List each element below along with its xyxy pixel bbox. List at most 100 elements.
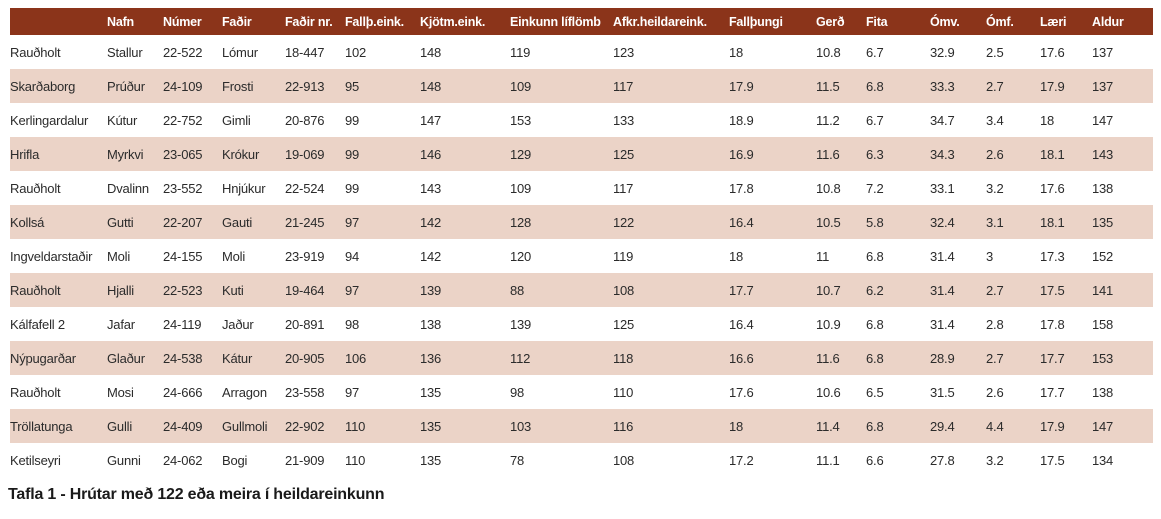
table-cell: 10.7 [816, 273, 866, 307]
table-cell: 6.8 [866, 307, 930, 341]
table-cell: 31.4 [930, 239, 986, 273]
table-cell: 99 [345, 137, 420, 171]
table-cell: 24-109 [163, 69, 222, 103]
table-cell: Glaður [107, 341, 163, 375]
table-row: Kollsá Gutti 22-207 Gauti 21-245 97 142 128 122 1… [10, 205, 1153, 239]
table-header-cell: Faðir nr. [285, 8, 345, 35]
table-cell: 17.8 [1040, 307, 1092, 341]
table-cell: Gulli [107, 409, 163, 443]
farm-name-cell: Kollsá [10, 205, 107, 239]
table-cell: 22-523 [163, 273, 222, 307]
table-cell: 20-876 [285, 103, 345, 137]
table-cell: 139 [510, 307, 613, 341]
table-cell: 138 [1092, 171, 1153, 205]
table-body: Rauðholt Stallur 22-522 Lómur 18-447 102 148 11… [10, 35, 1153, 477]
table-cell: 21-245 [285, 205, 345, 239]
table-cell: 18 [1040, 103, 1092, 137]
table-cell: 10.9 [816, 307, 866, 341]
farm-name-cell: Skarðaborg [10, 69, 107, 103]
table-cell: 2.6 [986, 137, 1040, 171]
table-cell: 3 [986, 239, 1040, 273]
table-cell: 6.7 [866, 35, 930, 69]
table-header-cell: Gerð [816, 8, 866, 35]
table-cell: 17.6 [1040, 171, 1092, 205]
table-header-cell: Einkunn líflömb [510, 8, 613, 35]
table-cell: Hnjúkur [222, 171, 285, 205]
table-cell: 11.6 [816, 341, 866, 375]
table-cell: 10.6 [816, 375, 866, 409]
farm-name-cell: Rauðholt [10, 171, 107, 205]
table-header: Nafn Númer Faðir Faðir nr. Fallþ.eink. Kjötm.… [10, 8, 1153, 35]
table-cell: 17.6 [1040, 35, 1092, 69]
table-cell: 17.9 [1040, 69, 1092, 103]
table-row: Rauðholt Mosi 24-666 Arragon 23-558 97 135 98 11… [10, 375, 1153, 409]
table-cell: 24-409 [163, 409, 222, 443]
table-cell: 31.4 [930, 273, 986, 307]
table-cell: 116 [613, 409, 729, 443]
table-cell: 138 [1092, 375, 1153, 409]
table-cell: 142 [420, 239, 510, 273]
table-cell: Gutti [107, 205, 163, 239]
table-cell: 11.6 [816, 137, 866, 171]
table-cell: 17.5 [1040, 273, 1092, 307]
table-cell: 32.4 [930, 205, 986, 239]
table-cell: 6.6 [866, 443, 930, 477]
table-cell: 22-902 [285, 409, 345, 443]
farm-name-cell: Ingveldarstaðir [10, 239, 107, 273]
table-cell: 23-065 [163, 137, 222, 171]
table-cell: 11.4 [816, 409, 866, 443]
table-cell: 10.8 [816, 171, 866, 205]
table-caption: Tafla 1 - Hrútar með 122 eða meira í hei… [8, 486, 385, 503]
table-cell: 119 [613, 239, 729, 273]
table-cell: 27.8 [930, 443, 986, 477]
table-cell: 16.9 [729, 137, 816, 171]
table-cell: 108 [613, 273, 729, 307]
table-cell: 108 [613, 443, 729, 477]
table-cell: 117 [613, 171, 729, 205]
table-cell: 11 [816, 239, 866, 273]
table-cell: 17.7 [1040, 341, 1092, 375]
table-cell: 18-447 [285, 35, 345, 69]
table-cell: 18 [729, 239, 816, 273]
table-cell: 134 [1092, 443, 1153, 477]
table-header-cell: Afkr.heildareink. [613, 8, 729, 35]
table-cell: Moli [222, 239, 285, 273]
table-cell: Jaður [222, 307, 285, 341]
table-cell: 24-155 [163, 239, 222, 273]
table-header-cell: Ómv. [930, 8, 986, 35]
table-cell: 153 [510, 103, 613, 137]
table-header-cell: Læri [1040, 8, 1092, 35]
table-cell: Gauti [222, 205, 285, 239]
farm-name-cell: Tröllatunga [10, 409, 107, 443]
table-cell: 22-524 [285, 171, 345, 205]
table-cell: 6.8 [866, 409, 930, 443]
table-cell: 2.7 [986, 341, 1040, 375]
table-cell: 11.2 [816, 103, 866, 137]
table-cell: 18 [729, 409, 816, 443]
table-cell: 6.8 [866, 341, 930, 375]
table-cell: 19-069 [285, 137, 345, 171]
table-cell: 3.2 [986, 443, 1040, 477]
table-cell: 137 [1092, 35, 1153, 69]
table-cell: 6.3 [866, 137, 930, 171]
table-cell: 17.7 [1040, 375, 1092, 409]
table-header-cell: Nafn [107, 8, 163, 35]
table-row: Skarðaborg Prúður 24-109 Frosti 22-913 95 148 1… [10, 69, 1153, 103]
table-cell: 16.6 [729, 341, 816, 375]
table-cell: 122 [613, 205, 729, 239]
table-row: Rauðholt Stallur 22-522 Lómur 18-447 102 148 11… [10, 35, 1153, 69]
table-cell: 137 [1092, 69, 1153, 103]
table-cell: Prúður [107, 69, 163, 103]
table-cell: 106 [345, 341, 420, 375]
table-cell: Dvalinn [107, 171, 163, 205]
table-cell: 110 [345, 409, 420, 443]
farm-name-cell: Kálfafell 2 [10, 307, 107, 341]
table-cell: 133 [613, 103, 729, 137]
table-cell: 153 [1092, 341, 1153, 375]
table-cell: 29.4 [930, 409, 986, 443]
table-cell: 6.5 [866, 375, 930, 409]
table-cell: 17.6 [729, 375, 816, 409]
table-cell: 17.9 [729, 69, 816, 103]
table-cell: 10.5 [816, 205, 866, 239]
